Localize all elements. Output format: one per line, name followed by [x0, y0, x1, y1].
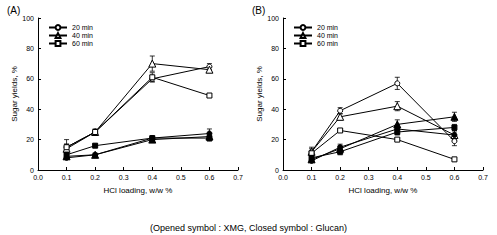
svg-text:0.2: 0.2	[335, 174, 345, 181]
svg-text:60 min: 60 min	[72, 40, 93, 47]
svg-text:20: 20	[271, 136, 279, 143]
svg-text:0.3: 0.3	[364, 174, 374, 181]
svg-text:40 min: 40 min	[317, 32, 338, 39]
svg-text:0.2: 0.2	[90, 174, 100, 181]
svg-text:40: 40	[26, 106, 34, 113]
svg-text:Sugar yields, %: Sugar yields, %	[255, 66, 264, 122]
svg-text:80: 80	[271, 45, 279, 52]
svg-text:0: 0	[275, 167, 279, 174]
svg-text:0.5: 0.5	[176, 174, 186, 181]
svg-text:0.7: 0.7	[233, 174, 243, 181]
svg-text:0.4: 0.4	[392, 174, 402, 181]
svg-text:100: 100	[22, 15, 34, 22]
svg-text:40 min: 40 min	[72, 32, 93, 39]
svg-text:0.4: 0.4	[147, 174, 157, 181]
svg-text:0: 0	[30, 167, 34, 174]
svg-text:Sugar yields, %: Sugar yields, %	[10, 66, 19, 122]
svg-text:60: 60	[26, 75, 34, 82]
svg-text:HCl loading, w/w %: HCl loading, w/w %	[349, 186, 418, 195]
svg-text:40: 40	[271, 106, 279, 113]
svg-text:0.6: 0.6	[450, 174, 460, 181]
svg-text:0.0: 0.0	[278, 174, 288, 181]
svg-text:60: 60	[271, 75, 279, 82]
svg-text:0.1: 0.1	[307, 174, 317, 181]
svg-text:0.6: 0.6	[205, 174, 215, 181]
svg-text:HCl loading, w/w %: HCl loading, w/w %	[104, 186, 173, 195]
svg-text:20 min: 20 min	[72, 24, 93, 31]
svg-text:80: 80	[26, 45, 34, 52]
svg-text:0.5: 0.5	[421, 174, 431, 181]
svg-text:(B): (B)	[252, 5, 265, 16]
svg-text:0.0: 0.0	[33, 174, 43, 181]
svg-text:100: 100	[267, 15, 279, 22]
svg-text:20: 20	[26, 136, 34, 143]
svg-text:(Opened symbol : XMG, Closed s: (Opened symbol : XMG, Closed symbol : Gl…	[150, 223, 347, 233]
svg-text:20 min: 20 min	[317, 24, 338, 31]
svg-text:0.3: 0.3	[119, 174, 129, 181]
svg-text:0.7: 0.7	[478, 174, 488, 181]
svg-text:(A): (A)	[7, 5, 20, 16]
svg-text:0.1: 0.1	[62, 174, 72, 181]
svg-text:60 min: 60 min	[317, 40, 338, 47]
